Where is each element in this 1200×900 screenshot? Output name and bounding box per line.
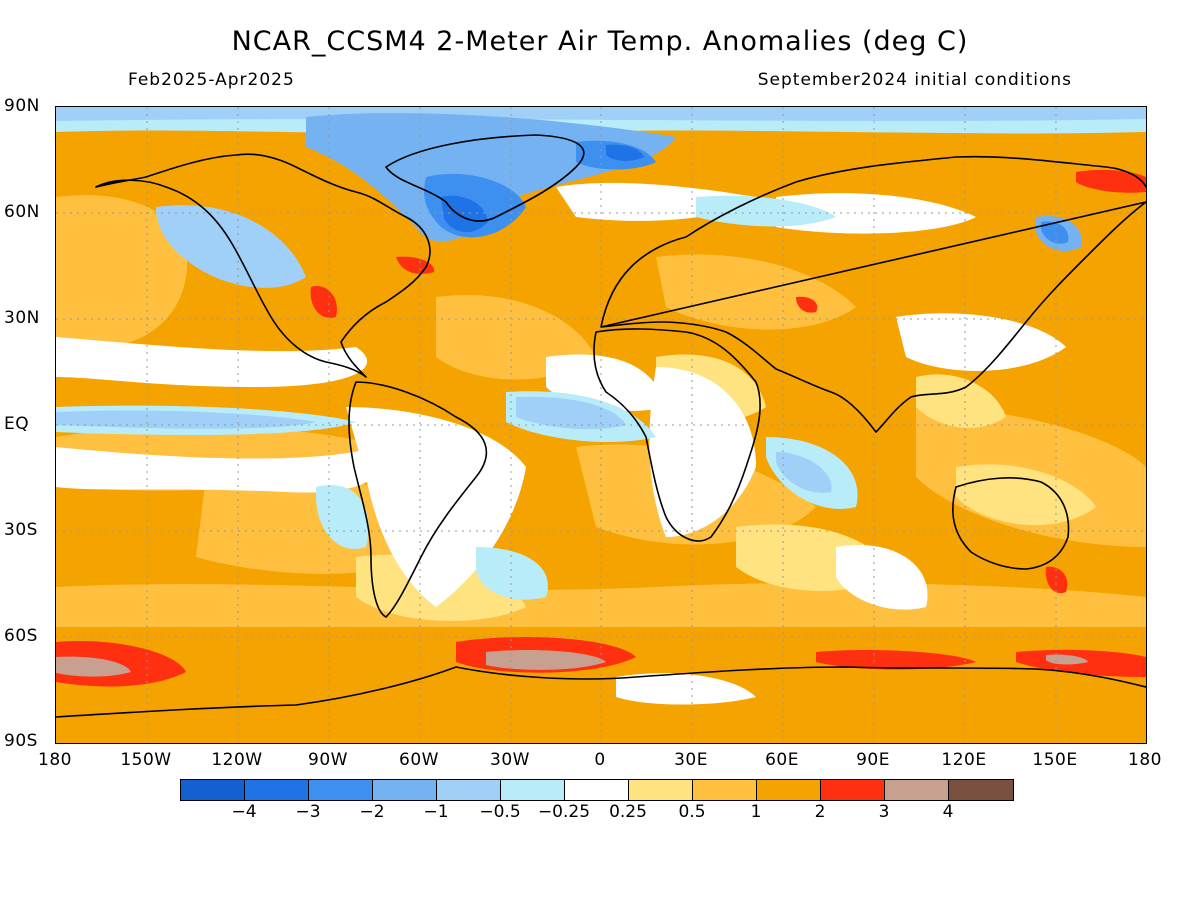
lat-label: 30S <box>4 520 38 540</box>
lon-label: 150W <box>120 750 172 770</box>
lon-label: 120E <box>941 750 987 770</box>
colorbar-label: 3 <box>878 802 890 822</box>
colorbar-swatch <box>821 780 885 800</box>
colorbar-label: 1 <box>750 802 762 822</box>
lat-label: EQ <box>4 414 30 434</box>
chart-title: NCAR_CCSM4 2-Meter Air Temp. Anomalies (… <box>231 26 969 57</box>
colorbar-swatch <box>373 780 437 800</box>
colorbar-swatch <box>181 780 245 800</box>
colorbar-swatch <box>629 780 693 800</box>
lat-label: 60N <box>4 202 40 222</box>
lat-label: 60S <box>4 626 38 646</box>
colorbar-label: 2 <box>814 802 826 822</box>
lon-label: 60E <box>765 750 799 770</box>
coldest-regions <box>441 144 644 233</box>
colorbar-label: −4 <box>231 802 257 822</box>
colorbar-label: −1 <box>423 802 449 822</box>
graticule <box>56 107 1146 743</box>
colorbar-label: 4 <box>942 802 954 822</box>
colorbar-label: 0.25 <box>609 802 647 822</box>
coast-australia <box>952 477 1070 570</box>
lon-label: 180 <box>1128 750 1162 770</box>
colorbar-swatch <box>245 780 309 800</box>
lon-label: 60W <box>399 750 439 770</box>
lon-label: 30E <box>674 750 708 770</box>
lon-label: 180 <box>38 750 72 770</box>
colorbar-swatch <box>501 780 565 800</box>
lon-label: 30W <box>490 750 530 770</box>
coast-antarctica <box>56 666 1146 718</box>
coast-europe-asia <box>600 155 1146 433</box>
lon-label: 90E <box>856 750 890 770</box>
lon-label: 90W <box>308 750 348 770</box>
lat-label: 30N <box>4 308 40 328</box>
lon-label: 0 <box>594 750 606 770</box>
colorbar-swatch <box>437 780 501 800</box>
colorbar-swatch <box>309 780 373 800</box>
colorbar-label: 0.5 <box>678 802 706 822</box>
colorbar-swatch <box>693 780 757 800</box>
colorbar-label: −0.25 <box>537 802 591 822</box>
map-svg <box>56 107 1146 743</box>
coast-africa <box>593 328 761 542</box>
coast-north-america <box>95 153 431 378</box>
coastlines <box>56 134 1146 718</box>
anomaly-map <box>55 106 1147 744</box>
colorbar-label: −0.5 <box>479 802 521 822</box>
forecast-period: Feb2025-Apr2025 <box>128 70 295 90</box>
lon-label: 150E <box>1032 750 1078 770</box>
coast-south-america <box>348 381 488 618</box>
colorbar <box>180 779 1014 801</box>
hottest-regions <box>56 650 1088 677</box>
colorbar-label: −2 <box>359 802 385 822</box>
colorbar-swatch <box>565 780 629 800</box>
lon-label: 120W <box>211 750 263 770</box>
lat-label: 90S <box>4 731 38 751</box>
colorbar-label: −3 <box>295 802 321 822</box>
colorbar-swatch <box>885 780 949 800</box>
lat-label: 90N <box>4 96 40 116</box>
initial-conditions: September2024 initial conditions <box>757 70 1072 90</box>
coast-greenland <box>385 134 585 222</box>
colorbar-swatch <box>949 780 1013 800</box>
colorbar-swatch <box>757 780 821 800</box>
